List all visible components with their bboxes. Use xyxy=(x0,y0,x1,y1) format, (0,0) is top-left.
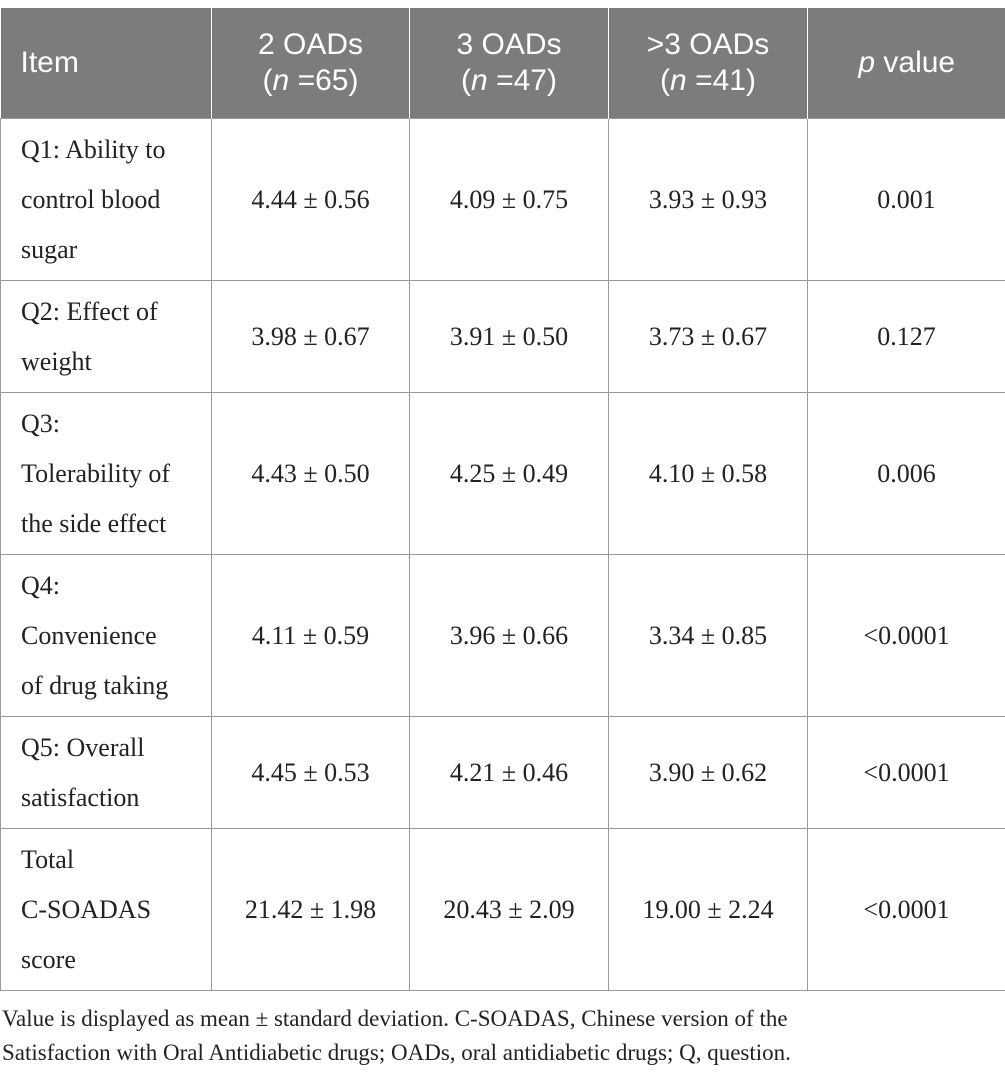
table-header-row: Item 2 OADs (n =65) 3 OADs (n =47) >3 OA… xyxy=(0,8,1005,119)
table-row: Q4: Convenience of drug taking 4.11 ± 0.59 3… xyxy=(0,554,1005,717)
p-value-cell: 0.001 xyxy=(807,118,1005,281)
header-label: 3 OADs xyxy=(456,28,562,61)
value-2-oads-cell: 4.43 ± 0.50 xyxy=(211,392,410,555)
table-row: Q2: Effect of weight 3.98 ± 0.67 3.91 ± 0.5… xyxy=(0,280,1005,393)
item-line: Q1: Ability to xyxy=(21,134,166,164)
results-table-container: Item 2 OADs (n =65) 3 OADs (n =47) >3 OA… xyxy=(0,8,1005,991)
value-3-oads-cell: 4.09 ± 0.75 xyxy=(409,118,609,281)
table-footnote: Value is displayed as mean ± standard de… xyxy=(2,1002,992,1070)
header-sub-count: =65) xyxy=(289,64,359,97)
value-2-oads-cell: 4.11 ± 0.59 xyxy=(211,554,410,717)
item-line: Convenience xyxy=(21,620,157,650)
header-label: >3 OADs xyxy=(646,28,770,61)
value-more-than-3-oads-cell: 4.10 ± 0.58 xyxy=(608,392,808,555)
value-more-than-3-oads-cell: 19.00 ± 2.24 xyxy=(608,828,808,991)
value-more-than-3-oads-cell: 3.73 ± 0.67 xyxy=(608,280,808,393)
header-sub-open: ( xyxy=(461,64,472,97)
item-line: the side effect xyxy=(21,508,167,538)
header-label: 2 OADs xyxy=(257,28,364,61)
header-p-value: p value xyxy=(807,8,1005,119)
item-line: score xyxy=(21,944,76,974)
header-sub-n: n xyxy=(471,64,488,97)
item-cell: Total C-SOADAS score xyxy=(0,828,212,991)
footnote-line: Satisfaction with Oral Antidiabetic drug… xyxy=(2,1040,791,1065)
header-sub-open: ( xyxy=(262,64,273,97)
header-more-than-3-oads: >3 OADs (n =41) xyxy=(608,8,808,119)
header-sub-open: ( xyxy=(660,64,671,97)
value-2-oads-cell: 4.44 ± 0.56 xyxy=(211,118,410,281)
value-more-than-3-oads-cell: 3.34 ± 0.85 xyxy=(608,554,808,717)
header-sub-n: n xyxy=(670,64,687,97)
header-value-label: value xyxy=(875,46,956,79)
value-more-than-3-oads-cell: 3.93 ± 0.93 xyxy=(608,118,808,281)
footnote-line: Value is displayed as mean ± standard de… xyxy=(2,1006,788,1031)
item-line: C-SOADAS xyxy=(21,894,152,924)
value-3-oads-cell: 4.25 ± 0.49 xyxy=(409,392,609,555)
item-cell: Q1: Ability to control blood sugar xyxy=(0,118,212,281)
header-3-oads: 3 OADs (n =47) xyxy=(409,8,609,119)
item-line: Q2: Effect of xyxy=(21,296,158,326)
p-value-cell: 0.127 xyxy=(807,280,1005,393)
results-table: Item 2 OADs (n =65) 3 OADs (n =47) >3 OA… xyxy=(0,8,1005,991)
item-line: Q3: xyxy=(21,408,60,438)
p-value-cell: <0.0001 xyxy=(807,828,1005,991)
item-line: Tolerability of xyxy=(21,458,171,488)
table-row: Total C-SOADAS score 21.42 ± 1.98 20.43 ± 2.… xyxy=(0,828,1005,991)
value-3-oads-cell: 3.91 ± 0.50 xyxy=(409,280,609,393)
value-3-oads-cell: 20.43 ± 2.09 xyxy=(409,828,609,991)
item-line: Q4: xyxy=(21,570,60,600)
header-2-oads: 2 OADs (n =65) xyxy=(211,8,410,119)
item-line: of drug taking xyxy=(21,670,169,700)
item-line: sugar xyxy=(21,234,78,264)
item-line: Q5: Overall xyxy=(21,732,145,762)
item-cell: Q5: Overall satisfaction xyxy=(0,716,212,829)
item-line: Total xyxy=(21,844,75,874)
p-value-cell: <0.0001 xyxy=(807,716,1005,829)
item-cell: Q2: Effect of weight xyxy=(0,280,212,393)
value-3-oads-cell: 3.96 ± 0.66 xyxy=(409,554,609,717)
header-sub-count: =41) xyxy=(686,64,756,97)
header-sub-n: n xyxy=(272,64,290,97)
item-line: weight xyxy=(21,346,92,376)
value-2-oads-cell: 21.42 ± 1.98 xyxy=(211,828,410,991)
header-p: p xyxy=(858,46,876,79)
table-row: Q1: Ability to control blood sugar 4.44 ± 0… xyxy=(0,118,1005,281)
p-value-cell: <0.0001 xyxy=(807,554,1005,717)
header-sub-count: =47) xyxy=(487,64,557,97)
table-row: Q5: Overall satisfaction 4.45 ± 0.53 4.21 ±… xyxy=(0,716,1005,829)
p-value-cell: 0.006 xyxy=(807,392,1005,555)
item-line: satisfaction xyxy=(21,782,140,812)
table-row: Q3: Tolerability of the side effect 4.43 ± … xyxy=(0,392,1005,555)
value-2-oads-cell: 3.98 ± 0.67 xyxy=(211,280,410,393)
header-item: Item xyxy=(0,8,212,119)
value-3-oads-cell: 4.21 ± 0.46 xyxy=(409,716,609,829)
item-line: control blood xyxy=(21,184,161,214)
item-cell: Q4: Convenience of drug taking xyxy=(0,554,212,717)
value-more-than-3-oads-cell: 3.90 ± 0.62 xyxy=(608,716,808,829)
item-cell: Q3: Tolerability of the side effect xyxy=(0,392,212,555)
header-item-label: Item xyxy=(20,46,79,79)
value-2-oads-cell: 4.45 ± 0.53 xyxy=(211,716,410,829)
